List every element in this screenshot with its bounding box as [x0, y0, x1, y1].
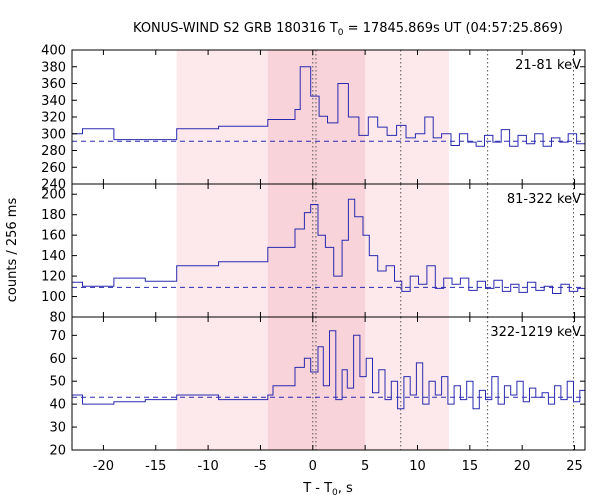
panel-frame [71, 316, 586, 451]
x-axis-label-prefix: T - T [302, 481, 332, 496]
y-tick-label: 200 [41, 188, 66, 203]
x-tick-label: 15 [462, 459, 479, 474]
y-tick-label: 320 [41, 111, 66, 126]
y-tick-label: 240 [41, 178, 66, 193]
y-tick-label: 140 [41, 249, 66, 264]
y-tick-label: 50 [49, 375, 66, 390]
chart-title: KONUS-WIND S2 GRB 180316 T0 = 17845.869s… [133, 21, 563, 38]
y-tick-label: 100 [41, 290, 66, 305]
lightcurve-series [72, 66, 585, 147]
y-tick-label: 70 [49, 329, 66, 344]
x-axis-label: T - T0, s [302, 481, 353, 498]
x-axis-label-suffix: , s [338, 481, 353, 496]
y-tick-label: 120 [41, 270, 66, 285]
y-tick-label: 280 [41, 144, 66, 159]
y-tick-label: 380 [41, 60, 66, 75]
energy-band-label: 21-81 keV [515, 58, 581, 73]
y-tick-label: 30 [49, 421, 66, 436]
x-tick-label: 20 [514, 459, 531, 474]
y-tick-label: 180 [41, 208, 66, 223]
y-tick-label: 80 [49, 311, 66, 326]
y-tick-label: 20 [49, 444, 66, 459]
x-tick-label: 5 [361, 459, 369, 474]
x-tick-label: 25 [566, 459, 583, 474]
x-tick-label: -5 [254, 459, 267, 474]
x-axis-label-subscript: 0 [332, 488, 338, 498]
panel-3: 20 30 40 50 60 70 322-1219 keV [49, 316, 586, 459]
y-axis-label: counts / 256 ms [5, 198, 20, 303]
y-tick-label: 160 [41, 229, 66, 244]
chart-title-suffix: = 17845.869s UT (04:57:25.869) [344, 21, 563, 36]
lightcurve-series [72, 198, 585, 294]
y-tick-label: 400 [41, 44, 66, 59]
x-tick-label: -20 [93, 459, 114, 474]
y-tick-label: 340 [41, 94, 66, 109]
lightcurve-series [72, 330, 585, 410]
x-tick-label: -15 [145, 459, 166, 474]
energy-band-label: 81-322 keV [507, 192, 581, 207]
y-tick-label: 60 [49, 352, 66, 367]
y-tick-label: 360 [41, 77, 66, 92]
chart-title-prefix: KONUS-WIND S2 GRB 180316 T [133, 21, 338, 36]
y-tick-label: 40 [49, 398, 66, 413]
x-tick-label: 10 [409, 459, 426, 474]
x-tick-label: -10 [197, 459, 218, 474]
shaded-region-dark [267, 50, 366, 450]
chart-title-subscript: 0 [338, 28, 344, 38]
y-tick-label: 300 [41, 127, 66, 142]
y-tick-label: 260 [41, 161, 66, 176]
energy-band-label: 322-1219 keV [490, 325, 581, 340]
x-tick-label: 0 [309, 459, 317, 474]
